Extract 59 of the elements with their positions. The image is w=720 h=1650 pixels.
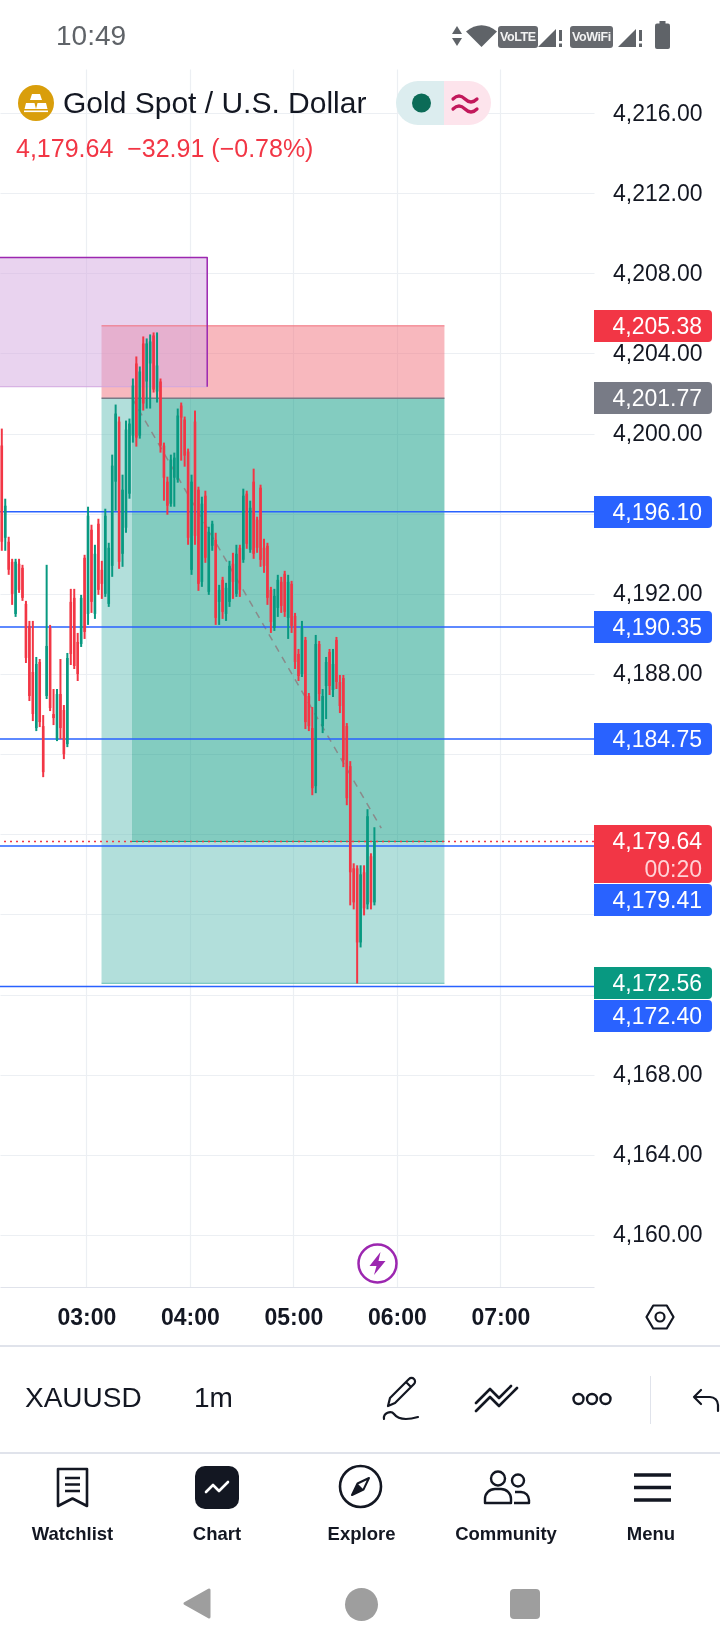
y-tick-label: 4,204.00: [612, 339, 703, 366]
ref-line-label: 4,179.64: [611, 827, 702, 857]
text: 4,201.77: [611, 384, 702, 414]
candlestick: [283, 570, 286, 617]
ref-line-label: 4,184.75: [611, 725, 702, 755]
text: 4,205.38: [611, 311, 702, 341]
ref-line-label: 4,172.40: [611, 1002, 702, 1032]
text: Chart: [192, 1523, 242, 1545]
ref-line-label: 4,179.41: [611, 886, 702, 916]
text: 4,179.64 −32.91 (−0.78%): [16, 133, 314, 163]
candlestick: [328, 648, 331, 696]
text: Community: [455, 1523, 557, 1545]
candlestick: [45, 564, 48, 700]
candlestick: [204, 490, 207, 563]
candlestick: [242, 488, 245, 563]
x-tick-label: 03:00: [57, 1303, 117, 1330]
candlestick: [152, 332, 155, 393]
candlestick: [145, 338, 148, 409]
y-tick-label: 4,188.00: [612, 660, 703, 687]
ref-line-label: 4,196.10: [611, 497, 702, 527]
candlestick: [35, 656, 38, 732]
text: Menu: [626, 1523, 676, 1545]
candlestick: [66, 652, 69, 748]
y-tick-label: 4,208.00: [612, 259, 703, 286]
text: XAUUSD: [25, 1382, 142, 1413]
candlestick: [252, 468, 255, 559]
y-tick-label: 4,164.00: [612, 1141, 703, 1168]
text: Watchlist: [31, 1523, 114, 1545]
candlestick: [221, 576, 224, 619]
ref-line-label: 4,190.35: [611, 612, 702, 642]
y-tick-label: 4,200.00: [612, 420, 703, 447]
candlestick: [359, 865, 362, 948]
candlestick: [214, 532, 217, 625]
text: Explore: [327, 1523, 396, 1545]
candlestick: [52, 689, 55, 726]
candlestick: [83, 554, 86, 639]
text: 10:49: [56, 20, 127, 51]
candlestick: [190, 474, 193, 575]
text: VoWiFi: [570, 26, 613, 48]
text: 1m: [194, 1382, 233, 1413]
candlestick: [90, 524, 93, 613]
candlestick: [235, 544, 238, 597]
x-tick-label: 06:00: [367, 1303, 427, 1330]
text: 00:20: [643, 856, 702, 883]
candlestick: [135, 356, 138, 447]
y-tick-label: 4,212.00: [612, 179, 703, 206]
text: VoLTE: [498, 26, 538, 48]
candlestick: [304, 636, 307, 730]
y-tick-label: 4,160.00: [612, 1221, 703, 1248]
y-tick-label: 4,168.00: [612, 1061, 703, 1088]
y-tick-label: 4,216.00: [612, 99, 703, 126]
candlestick: [14, 558, 17, 617]
x-tick-label: 07:00: [471, 1303, 531, 1330]
text: 4,172.56: [611, 969, 702, 999]
text: Gold Spot / U.S. Dollar: [63, 85, 367, 121]
y-tick-label: 4,192.00: [612, 580, 703, 607]
candlestick: [97, 518, 100, 595]
x-tick-label: 05:00: [264, 1303, 324, 1330]
x-tick-label: 04:00: [160, 1303, 220, 1330]
